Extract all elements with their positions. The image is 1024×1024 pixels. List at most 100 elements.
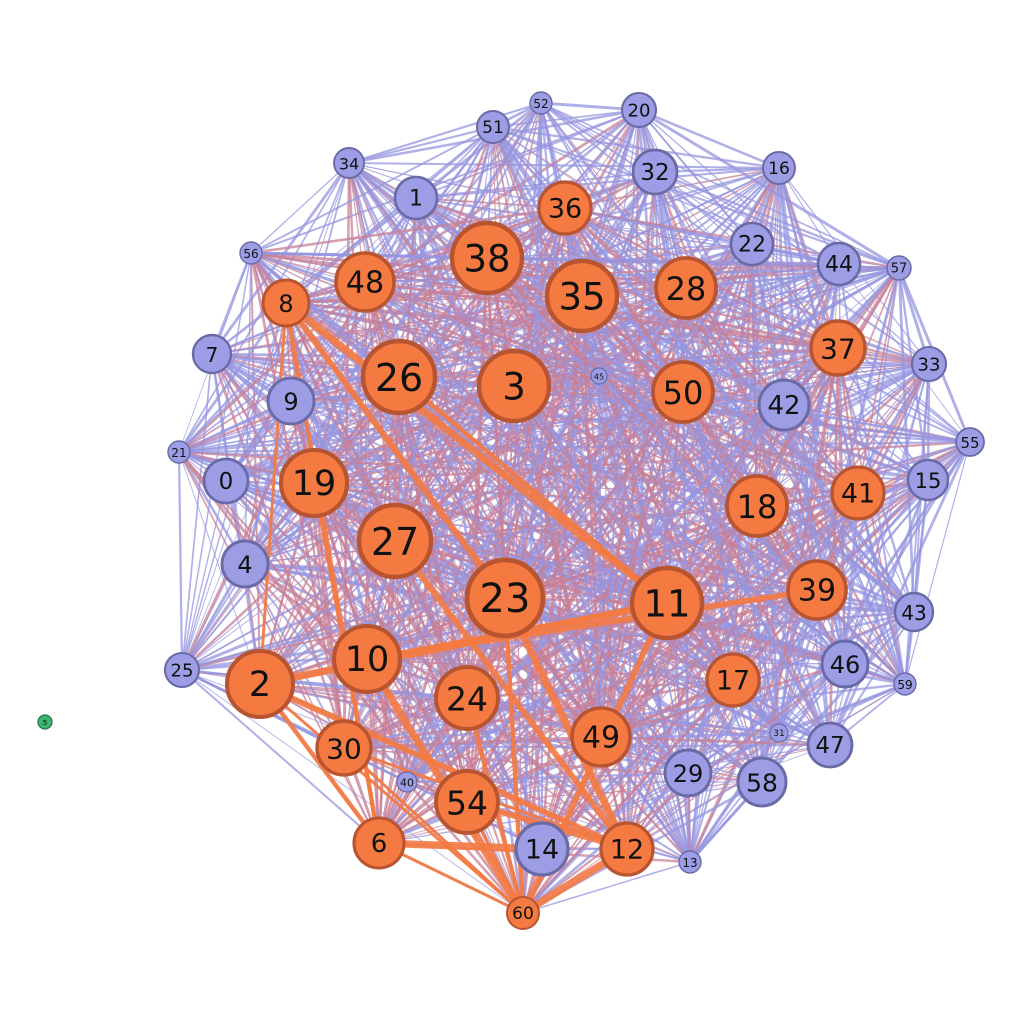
node-circle-18[interactable]	[725, 474, 789, 538]
node-4[interactable]: 4	[220, 539, 270, 589]
node-31[interactable]: 31	[769, 723, 789, 743]
node-circle-52[interactable]	[529, 91, 553, 115]
node-circle-1[interactable]	[393, 175, 439, 221]
node-55[interactable]: 55	[955, 427, 985, 457]
node-circle-32[interactable]	[631, 148, 679, 196]
node-46[interactable]: 46	[820, 639, 870, 689]
node-2[interactable]: 2	[224, 648, 296, 720]
node-3[interactable]: 3	[476, 348, 552, 424]
node-circle-30[interactable]	[315, 719, 373, 777]
node-22[interactable]: 22	[729, 221, 775, 267]
node-circle-45[interactable]	[590, 367, 608, 385]
node-circle-34[interactable]	[333, 147, 365, 179]
node-44[interactable]: 44	[816, 241, 862, 287]
node-50[interactable]: 50	[651, 360, 715, 424]
node-1[interactable]: 1	[393, 175, 439, 221]
node-circle-19[interactable]	[278, 447, 350, 519]
node-circle-56[interactable]	[239, 241, 263, 265]
node-11[interactable]: 11	[629, 565, 705, 641]
node-circle-24[interactable]	[434, 665, 500, 731]
node-circle-8[interactable]	[261, 278, 311, 328]
node-51[interactable]: 51	[476, 110, 510, 144]
node-circle-3[interactable]	[476, 348, 552, 424]
node-52[interactable]: 52	[529, 91, 553, 115]
node-circle-35[interactable]	[544, 258, 620, 334]
node-circle-36[interactable]	[537, 180, 593, 236]
node-circle-39[interactable]	[786, 559, 848, 621]
node-28[interactable]: 28	[654, 256, 718, 320]
node-circle-7[interactable]	[191, 333, 233, 375]
node-circle-20[interactable]	[620, 91, 658, 129]
node-5[interactable]: 5	[37, 714, 53, 730]
node-circle-44[interactable]	[816, 241, 862, 287]
node-49[interactable]: 49	[570, 706, 632, 768]
node-circle-51[interactable]	[476, 110, 510, 144]
node-56[interactable]: 56	[239, 241, 263, 265]
node-circle-31[interactable]	[769, 723, 789, 743]
node-circle-55[interactable]	[955, 427, 985, 457]
node-15[interactable]: 15	[906, 458, 950, 502]
node-45[interactable]: 45	[590, 367, 608, 385]
node-6[interactable]: 6	[352, 816, 406, 870]
node-12[interactable]: 12	[599, 821, 655, 877]
node-25[interactable]: 25	[163, 651, 201, 689]
node-9[interactable]: 9	[266, 376, 316, 426]
node-circle-57[interactable]	[886, 255, 912, 281]
node-43[interactable]: 43	[893, 591, 935, 633]
node-36[interactable]: 36	[537, 180, 593, 236]
node-circle-54[interactable]	[434, 769, 500, 835]
node-circle-23[interactable]	[464, 557, 546, 639]
node-circle-42[interactable]	[757, 378, 811, 432]
node-circle-9[interactable]	[266, 376, 316, 426]
node-18[interactable]: 18	[725, 474, 789, 538]
node-16[interactable]: 16	[762, 151, 796, 185]
node-24[interactable]: 24	[434, 665, 500, 731]
node-42[interactable]: 42	[757, 378, 811, 432]
node-23[interactable]: 23	[464, 557, 546, 639]
node-8[interactable]: 8	[261, 278, 311, 328]
node-circle-25[interactable]	[163, 651, 201, 689]
node-circle-60[interactable]	[506, 896, 540, 930]
node-circle-28[interactable]	[654, 256, 718, 320]
node-7[interactable]: 7	[191, 333, 233, 375]
node-circle-0[interactable]	[202, 457, 250, 505]
node-54[interactable]: 54	[434, 769, 500, 835]
node-circle-33[interactable]	[910, 345, 948, 383]
node-circle-58[interactable]	[736, 756, 788, 808]
node-circle-37[interactable]	[809, 319, 867, 377]
node-circle-47[interactable]	[806, 721, 854, 769]
node-59[interactable]: 59	[893, 672, 917, 696]
node-circle-38[interactable]	[449, 220, 525, 296]
node-38[interactable]: 38	[449, 220, 525, 296]
node-19[interactable]: 19	[278, 447, 350, 519]
node-circle-12[interactable]	[599, 821, 655, 877]
node-14[interactable]: 14	[514, 821, 570, 877]
node-circle-46[interactable]	[820, 639, 870, 689]
node-circle-15[interactable]	[906, 458, 950, 502]
node-circle-21[interactable]	[167, 440, 191, 464]
node-circle-17[interactable]	[705, 652, 761, 708]
node-17[interactable]: 17	[705, 652, 761, 708]
node-circle-41[interactable]	[830, 465, 886, 521]
node-circle-48[interactable]	[334, 251, 396, 313]
node-40[interactable]: 40	[396, 771, 418, 793]
node-circle-29[interactable]	[663, 748, 713, 798]
node-34[interactable]: 34	[333, 147, 365, 179]
node-27[interactable]: 27	[356, 502, 434, 580]
node-13[interactable]: 13	[678, 850, 702, 874]
node-37[interactable]: 37	[809, 319, 867, 377]
node-20[interactable]: 20	[620, 91, 658, 129]
node-circle-14[interactable]	[514, 821, 570, 877]
node-circle-49[interactable]	[570, 706, 632, 768]
node-58[interactable]: 58	[736, 756, 788, 808]
node-33[interactable]: 33	[910, 345, 948, 383]
node-48[interactable]: 48	[334, 251, 396, 313]
node-47[interactable]: 47	[806, 721, 854, 769]
node-circle-13[interactable]	[678, 850, 702, 874]
node-0[interactable]: 0	[202, 457, 250, 505]
node-35[interactable]: 35	[544, 258, 620, 334]
node-circle-26[interactable]	[360, 338, 438, 416]
node-circle-16[interactable]	[762, 151, 796, 185]
node-circle-4[interactable]	[220, 539, 270, 589]
node-26[interactable]: 26	[360, 338, 438, 416]
